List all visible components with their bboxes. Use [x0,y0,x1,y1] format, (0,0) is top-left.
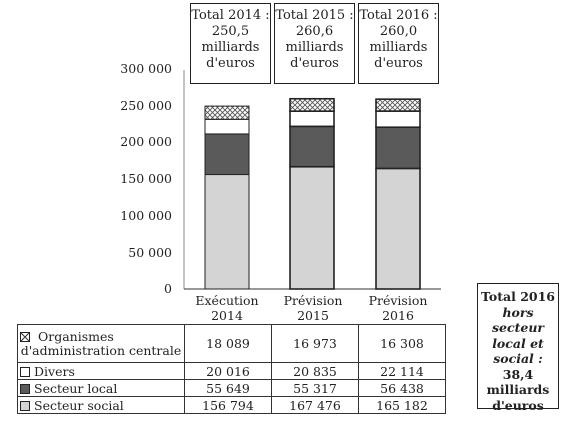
total-box-2015: Total 2015 : 260,6 milliards d'euros [274,3,355,84]
table-row-social: Secteur social 156 794 167 476 165 182 [17,396,446,414]
total-2016-line2: 260,0 [379,24,418,39]
y-tick-50000: 50 000 [128,245,172,260]
side-line6: milliards [486,382,550,397]
total-2016-line4: d'euros [374,56,423,71]
cell-local-2014: 55 649 [184,379,272,397]
data-table: Organismes d'administration centrale 18 … [17,324,446,414]
table-row-divers: Divers 20 016 20 835 22 114 [17,362,446,380]
total-box-2014: Total 2014 : 250,5 milliards d'euros [190,3,271,84]
bar-divers-2016 [375,110,421,129]
x-label-2015-l1: Prévision [283,293,343,308]
x-label-2014-l1: Exécution [195,293,259,308]
social-legend-swatch [20,401,30,411]
x-label-2015: Prévision 2015 [270,293,356,323]
row-label-social: Secteur social [17,396,185,414]
x-label-2014-l2: 2014 [211,308,243,323]
side-line4: social : [493,351,543,366]
bar-divers-2014 [204,118,250,135]
total-2016-line1: Total 2016 : [359,8,438,23]
y-tick-300000: 300 000 [120,61,172,76]
total-2016-hors-box: Total 2016 hors secteur local et social … [477,283,559,413]
total-2014-line2: 250,5 [211,24,250,39]
cell-social-2014: 156 794 [184,396,272,414]
row-label-divers: Divers [17,362,185,380]
table-row-local: Secteur local 55 649 55 317 56 438 [17,379,446,397]
cell-organismes-2015: 16 973 [271,324,359,363]
bar-organismes-2016 [375,98,421,112]
label-divers: Divers [34,363,75,379]
x-label-2016-l1: Prévision [368,293,428,308]
side-line1: Total 2016 [481,289,555,304]
total-2014-line3: milliards [201,40,260,55]
x-label-2016: Prévision 2016 [355,293,441,323]
side-line7: d'euros [492,397,544,413]
total-2015-line3: milliards [285,40,344,55]
x-label-2014: Exécution 2014 [184,293,270,323]
cell-divers-2016: 22 114 [358,362,446,380]
side-line5: 38,4 [502,366,534,382]
bar-organismes-2014 [204,105,250,120]
row-label-local: Secteur local [17,379,185,397]
table-row-organismes: Organismes d'administration centrale 18 … [17,324,446,363]
bar-local-2014 [204,133,250,176]
bar-local-2015 [289,125,335,168]
side-line3: local et [492,335,544,351]
cell-divers-2015: 20 835 [271,362,359,380]
label-social: Secteur social [34,397,124,413]
total-2014-line1: Total 2014 : [191,8,270,23]
total-2014-line4: d'euros [206,56,255,71]
row-label-organismes: Organismes d'administration centrale [17,324,185,363]
cell-organismes-2016: 16 308 [358,324,446,363]
cell-local-2015: 55 317 [271,379,359,397]
bar-divers-2015 [289,110,335,128]
label-organismes-l1: Organismes [38,328,114,344]
bar-organismes-2015 [289,97,335,112]
local-legend-swatch [20,384,30,394]
divers-legend-swatch [20,367,30,377]
bar-social-2016 [375,167,421,290]
y-tick-200000: 200 000 [120,134,172,149]
cell-divers-2014: 20 016 [184,362,272,380]
y-tick-0: 0 [164,281,172,296]
cell-organismes-2014: 18 089 [184,324,272,363]
bar-local-2016 [375,126,421,170]
total-2015-line1: Total 2015 : [275,8,354,23]
total-2015-line2: 260,6 [295,24,334,39]
cell-social-2015: 167 476 [271,396,359,414]
bar-social-2015 [289,165,335,290]
cell-local-2016: 56 438 [358,379,446,397]
total-box-2016: Total 2016 : 260,0 milliards d'euros [358,3,439,84]
label-organismes-l2: d'administration centrale [20,342,182,358]
y-tick-150000: 150 000 [120,171,172,186]
total-2016-line3: milliards [369,40,428,55]
x-label-2015-l2: 2015 [297,308,329,323]
x-label-2016-l2: 2016 [382,308,414,323]
crosshatch-legend-swatch [20,332,30,342]
y-tick-250000: 250 000 [120,98,172,113]
label-local: Secteur local [34,380,118,396]
cell-social-2016: 165 182 [358,396,446,414]
side-line2: hors secteur [491,304,544,336]
bar-social-2014 [204,174,250,290]
y-tick-100000: 100 000 [120,208,172,223]
total-2015-line4: d'euros [290,56,339,71]
